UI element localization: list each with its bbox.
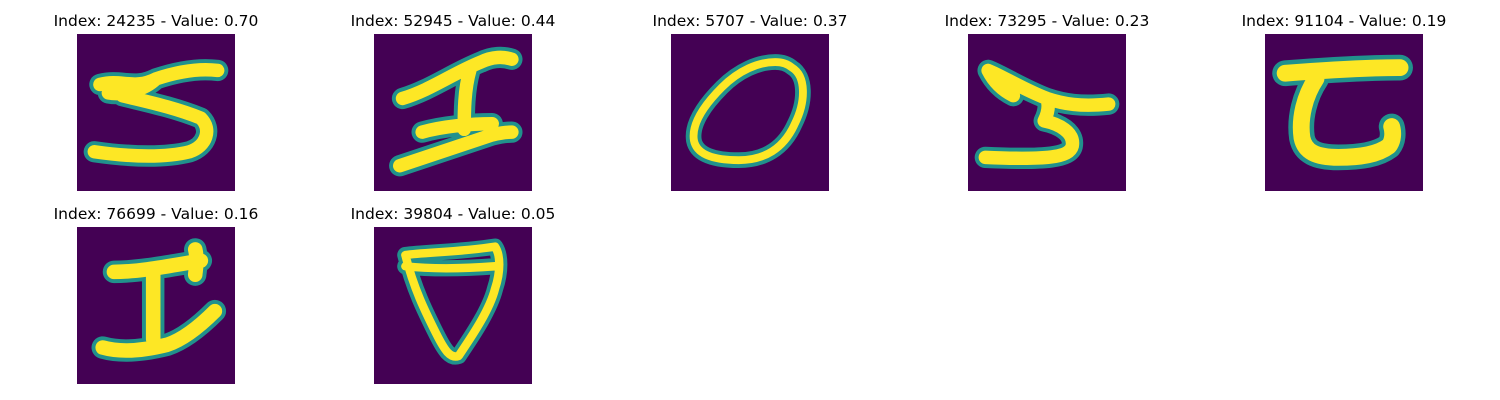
digit-image	[77, 34, 235, 191]
digit-c-glyph	[1272, 54, 1413, 171]
panel-title: Index: 52945 - Value: 0.44	[350, 12, 556, 30]
digit-i-glyph	[91, 238, 227, 362]
digit-shield-glyph	[397, 238, 508, 365]
panel-title: Index: 76699 - Value: 0.16	[53, 205, 259, 223]
panel-title: Index: 5707 - Value: 0.37	[652, 12, 848, 30]
panel-title: Index: 24235 - Value: 0.70	[53, 12, 259, 30]
digit-5-glyph	[974, 59, 1120, 169]
digit-0-glyph	[685, 54, 811, 169]
digit-image	[1265, 34, 1423, 191]
digit-image	[77, 227, 235, 384]
panel-title: Index: 39804 - Value: 0.05	[350, 205, 556, 223]
digit-image	[968, 34, 1126, 191]
panel-title: Index: 73295 - Value: 0.23	[944, 12, 1150, 30]
digit-image	[374, 34, 532, 191]
panel-title: Index: 91104 - Value: 0.19	[1241, 12, 1447, 30]
digit-image	[374, 227, 532, 384]
digit-image	[671, 34, 829, 191]
digit-i-glyph	[389, 46, 523, 177]
digit-5-glyph	[83, 59, 229, 167]
